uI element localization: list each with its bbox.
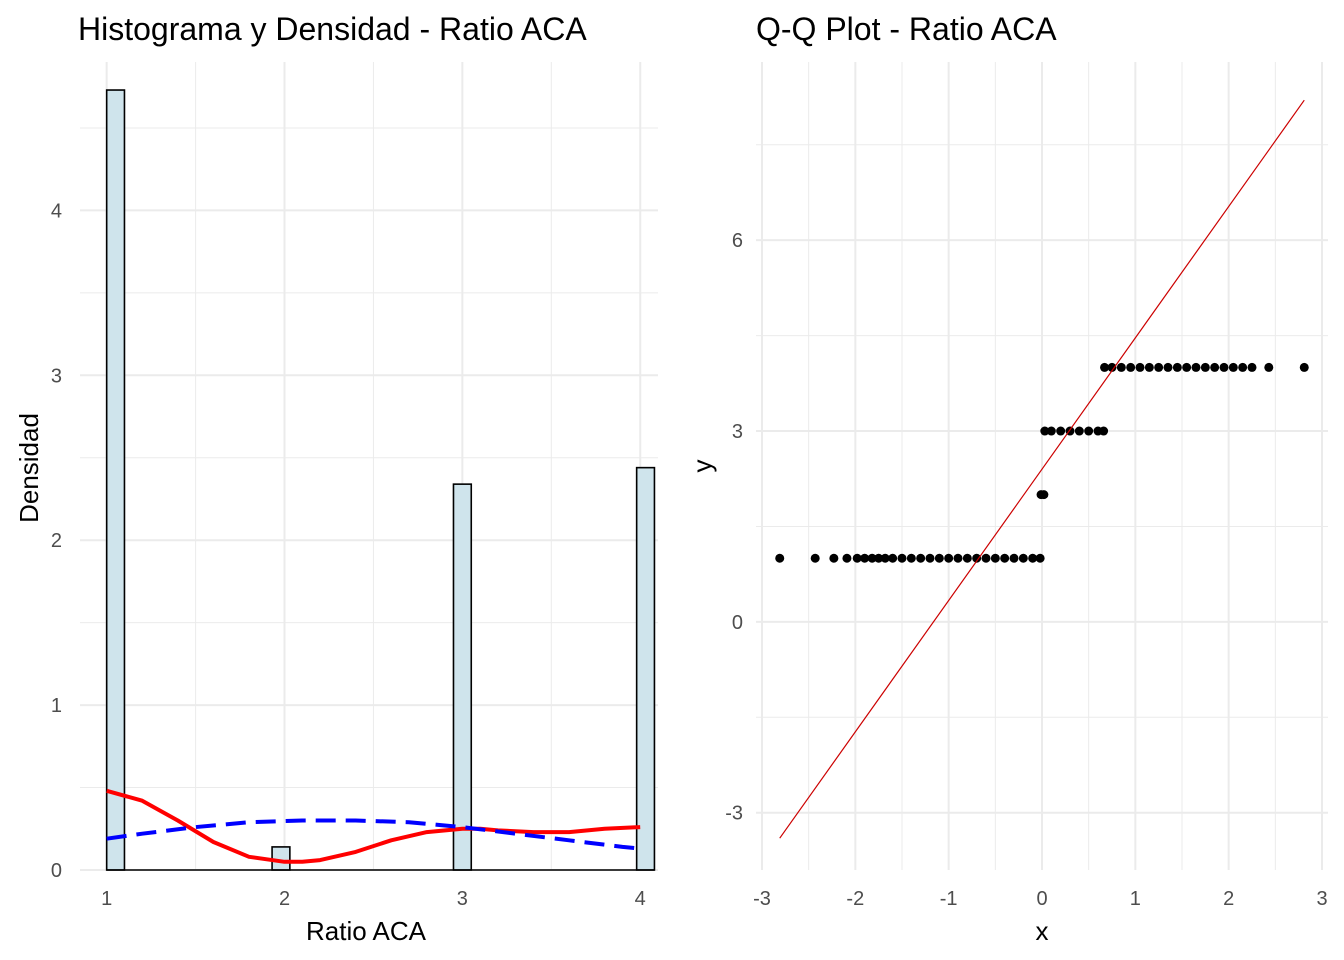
qq-point (1144, 362, 1154, 372)
qq-point (888, 553, 898, 563)
qq-point (1107, 362, 1117, 372)
qq-point (953, 553, 963, 563)
qq-point (1000, 553, 1010, 563)
kernel-density-curve (106, 788, 641, 864)
qq-point (852, 553, 862, 563)
x-tick-label: 1 (101, 888, 112, 910)
y-tick-label: 6 (732, 230, 743, 252)
x-tick-label: 2 (279, 888, 290, 910)
qq-point (829, 553, 839, 563)
qq-point (1116, 362, 1126, 372)
histogram-bar (452, 483, 473, 871)
y-tick-label: 4 (51, 200, 62, 222)
qq-point (880, 553, 890, 563)
histogram-bar (105, 89, 126, 871)
qq-point (990, 553, 1000, 563)
y-tick-label: 3 (732, 421, 743, 443)
qq-x-label: x (1036, 916, 1049, 946)
qq-point (1074, 426, 1084, 436)
qq-point (1100, 362, 1110, 372)
qq-point (1219, 362, 1229, 372)
x-tick-label: 3 (1316, 888, 1327, 910)
qq-point (1172, 362, 1182, 372)
histogram-y-label: Densidad (14, 413, 44, 523)
density-curves (106, 788, 641, 864)
qq-point (1035, 553, 1045, 563)
qq-point (874, 553, 884, 563)
x-tick-label: 2 (1223, 888, 1234, 910)
x-tick-label: 3 (457, 888, 468, 910)
qq-point (1135, 362, 1145, 372)
qq-point (1210, 362, 1220, 372)
y-tick-label: 0 (732, 612, 743, 634)
histogram-bar (635, 466, 656, 871)
qq-point (1238, 362, 1248, 372)
qq-title: Q-Q Plot - Ratio ACA (756, 11, 1057, 47)
qq-point (972, 553, 982, 563)
qq-y-label: y (687, 460, 717, 473)
qq-point (981, 553, 991, 563)
qq-point (1182, 362, 1192, 372)
qq-grid (756, 62, 1328, 870)
qq-point (1200, 362, 1210, 372)
normal-density-curve (106, 818, 641, 851)
qq-point (1191, 362, 1201, 372)
qq-reference-line (779, 99, 1305, 839)
qq-point (934, 553, 944, 563)
qq-point (775, 553, 785, 563)
qq-point (1126, 362, 1136, 372)
qq-point (1247, 362, 1257, 372)
histogram-grid (80, 62, 658, 871)
qq-point (1046, 426, 1056, 436)
qq-point (1299, 362, 1309, 372)
qq-point (842, 553, 852, 563)
y-tick-label: -3 (725, 803, 743, 825)
qq-point (916, 553, 926, 563)
qq-point (1040, 426, 1050, 436)
histogram-panel: 1 2 3 4 0 1 2 3 4 Histograma y Densidad - Ratio… (14, 11, 658, 946)
qq-point (1084, 426, 1094, 436)
qq-point (1018, 553, 1028, 563)
qq-point (1163, 362, 1173, 372)
qq-point (1039, 490, 1049, 500)
qq-point (1028, 553, 1038, 563)
histogram-title: Histograma y Densidad - Ratio ACA (78, 11, 587, 47)
y-tick-label: 0 (51, 860, 62, 882)
x-tick-label: 1 (1130, 888, 1141, 910)
qq-point (810, 553, 820, 563)
qq-point (906, 553, 916, 563)
x-tick-label: 4 (635, 888, 646, 910)
histogram-bars (105, 89, 656, 871)
qq-point (897, 553, 907, 563)
x-tick-label: -1 (940, 888, 958, 910)
x-tick-label: 0 (1036, 888, 1047, 910)
qq-point (867, 553, 877, 563)
qq-point (1154, 362, 1164, 372)
histogram-x-label: Ratio ACA (306, 916, 427, 946)
qq-x-ticks: -3 -2 -1 0 1 2 3 (753, 888, 1327, 910)
qq-point (1228, 362, 1238, 372)
qq-point (962, 553, 972, 563)
histogram-x-ticks: 1 2 3 4 (101, 888, 646, 910)
qq-point (1264, 362, 1274, 372)
qq-point (860, 553, 870, 563)
qq-y-ticks: -3 0 3 6 (725, 230, 743, 825)
qq-point (925, 553, 935, 563)
y-tick-label: 2 (51, 530, 62, 552)
y-tick-label: 1 (51, 695, 62, 717)
x-tick-label: -3 (753, 888, 771, 910)
qq-point (1056, 426, 1066, 436)
qq-point (944, 553, 954, 563)
qq-points (775, 362, 1309, 563)
histogram-y-ticks: 0 1 2 3 4 (51, 200, 62, 882)
y-tick-label: 3 (51, 365, 62, 387)
x-tick-label: -2 (846, 888, 864, 910)
qq-point (1009, 553, 1019, 563)
qq-point (1099, 426, 1109, 436)
